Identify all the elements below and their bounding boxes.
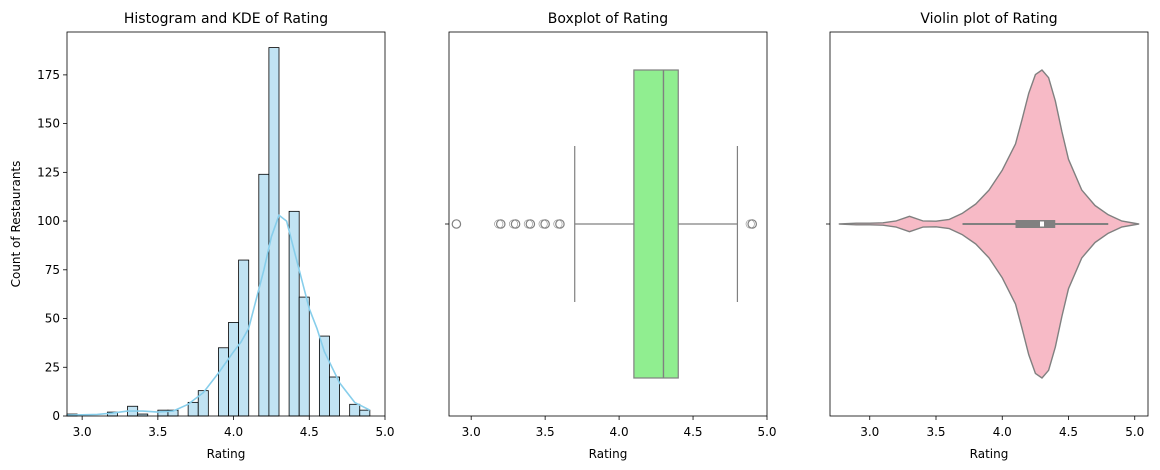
histogram-bar bbox=[187, 401, 199, 417]
x-tick-label: 4.5 bbox=[1059, 425, 1078, 439]
x-tick-label: 4.5 bbox=[683, 425, 702, 439]
x-tick-label: 3.5 bbox=[536, 425, 555, 439]
x-tick-label: 3.0 bbox=[462, 425, 481, 439]
histogram-bar bbox=[318, 335, 330, 417]
x-tick-label: 5.0 bbox=[1125, 425, 1144, 439]
outlier-point bbox=[494, 219, 504, 229]
violin-median bbox=[1040, 221, 1044, 227]
histogram-bar bbox=[349, 403, 361, 417]
histogram-bar bbox=[298, 296, 310, 417]
kde-line bbox=[66, 214, 371, 416]
x-tick-label: 4.0 bbox=[610, 425, 629, 439]
x-tick-label: 4.0 bbox=[224, 425, 243, 439]
x-axis-label: Rating bbox=[589, 447, 628, 461]
chart-title: Violin plot of Rating bbox=[920, 11, 1057, 27]
outlier-point bbox=[495, 219, 506, 229]
histogram-bar bbox=[258, 173, 270, 417]
chart-title: Histogram and KDE of Rating bbox=[124, 11, 328, 27]
chart-title: Boxplot of Rating bbox=[548, 11, 668, 27]
histogram-bar bbox=[288, 210, 300, 417]
histogram-bar bbox=[228, 322, 240, 417]
x-tick-label: 3.5 bbox=[148, 425, 167, 439]
outlier-point bbox=[509, 219, 519, 229]
x-axis-label: Rating bbox=[207, 447, 246, 461]
outlier-point bbox=[540, 219, 550, 229]
axes-frame bbox=[66, 31, 386, 417]
y-tick-label: 125 bbox=[37, 165, 60, 179]
x-tick-label: 3.5 bbox=[926, 425, 945, 439]
panel-3: Violin plot of Rating Rating 3.0 3.5 4.0 4.5 5… bbox=[826, 11, 1149, 461]
x-tick-label: 3.0 bbox=[860, 425, 879, 439]
histogram-bar bbox=[218, 347, 229, 417]
y-tick-label: 75 bbox=[45, 263, 60, 277]
outlier-point bbox=[747, 219, 758, 229]
y-tick-label: 0 bbox=[52, 409, 60, 423]
violin-iqr-box bbox=[1015, 220, 1056, 228]
axes-frame bbox=[448, 31, 768, 417]
outlier-point bbox=[555, 219, 565, 229]
outlier-point bbox=[553, 219, 563, 229]
x-tick-label: 5.0 bbox=[375, 425, 394, 439]
outlier-point bbox=[538, 219, 548, 229]
panel-2: Boxplot of Rating Rating 3.0 3.5 4.0 4.5 5.0 bbox=[445, 11, 777, 461]
y-tick-label: 100 bbox=[37, 214, 60, 228]
axes-frame bbox=[829, 31, 1149, 417]
outlier-point bbox=[510, 219, 521, 229]
x-tick-label: 5.0 bbox=[757, 425, 776, 439]
x-tick-label: 4.5 bbox=[300, 425, 319, 439]
y-tick-label: 150 bbox=[37, 117, 60, 131]
x-tick-label: 3.0 bbox=[73, 425, 92, 439]
outlier-point bbox=[525, 219, 536, 229]
x-tick-label: 4.0 bbox=[993, 425, 1012, 439]
histogram-bar bbox=[329, 376, 340, 417]
y-tick-label: 25 bbox=[45, 360, 60, 374]
outlier-point bbox=[745, 219, 755, 229]
box-iqr bbox=[633, 69, 679, 379]
y-tick-label: 50 bbox=[45, 312, 60, 326]
outlier-point bbox=[523, 219, 533, 229]
outlier-point bbox=[451, 219, 462, 229]
x-axis-label: Rating bbox=[970, 447, 1009, 461]
y-axis-label: Count of Restaurants bbox=[9, 161, 23, 288]
histogram-bar bbox=[359, 409, 371, 417]
y-tick-label: 175 bbox=[37, 68, 60, 82]
panel-1: Histogram and KDE of Rating Rating 3.0 3.5 4… bbox=[9, 11, 395, 461]
